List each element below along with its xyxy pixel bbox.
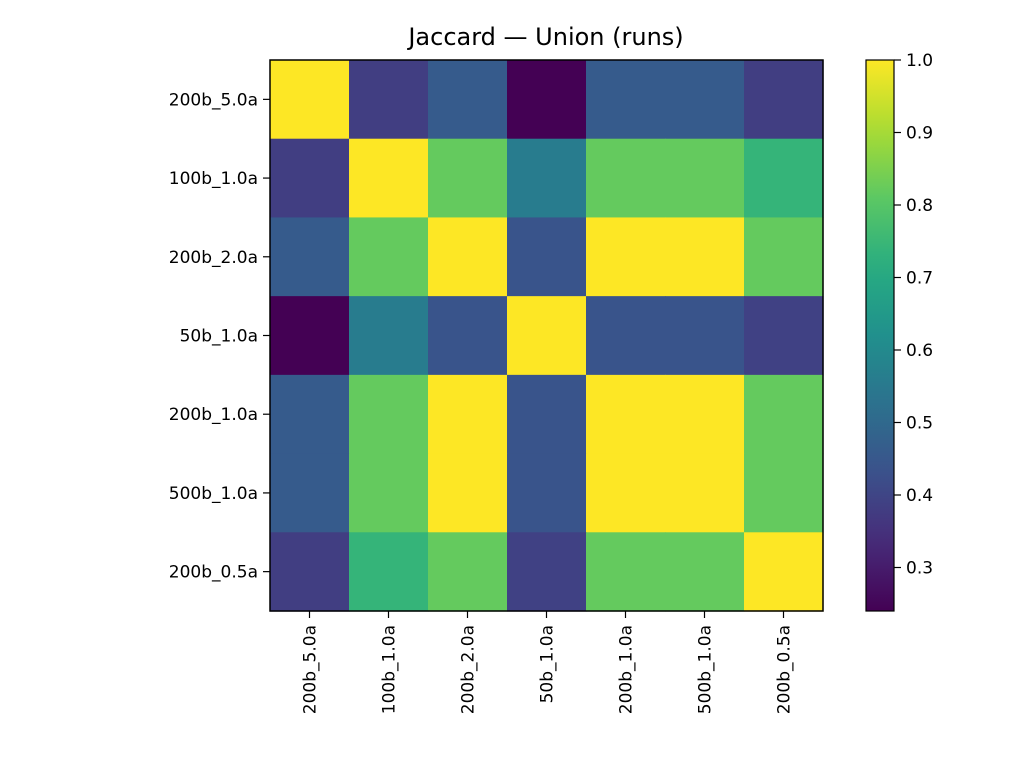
heatmap-cell [507,60,587,140]
heatmap-cell [428,138,508,219]
colorbar-tick-label: 0.7 [906,269,933,289]
colorbar-ticks: 0.3 0.4 0.5 0.6 0.7 0.8 0.9 1.0 [894,51,933,579]
heatmap-cell [428,532,508,612]
heatmap-cell [349,532,429,612]
heatmap-cell [428,296,508,376]
colorbar-tick-label: 0.5 [906,414,933,434]
chart-title: Jaccard — Union (runs) [406,23,683,51]
heatmap-cell [349,296,429,376]
heatmap-cell [349,374,429,455]
heatmap-cell [349,138,429,219]
heatmap-cell [744,60,824,140]
x-tick-label: 500b_1.0a [696,625,716,714]
heatmap-cell [270,374,350,455]
heatmap-cell [586,217,666,297]
y-axis-ticks: 200b_5.0a 100b_1.0a 200b_2.0a 50b_1.0a 200b_… [169,90,270,583]
y-tick-label: 500b_1.0a [169,484,258,504]
colorbar-tick-label: 0.4 [906,486,933,506]
heatmap-cell [428,453,508,533]
heatmap-cell [665,217,745,297]
heatmap-cell [586,532,666,612]
heatmap-cell [586,296,666,376]
heatmap-cell [349,60,429,140]
heatmap-cell [270,60,350,140]
heatmap-cell [507,217,587,297]
heatmap-cells [270,60,824,612]
heatmap-cell [270,532,350,612]
y-tick-label: 200b_1.0a [169,405,258,425]
heatmap-cell [586,374,666,455]
heatmap-cell [665,532,745,612]
heatmap-cell [270,296,350,376]
colorbar-tick-label: 0.6 [906,341,933,361]
heatmap-cell [744,374,824,455]
heatmap-cell [507,374,587,455]
heatmap-cell [586,60,666,140]
heatmap-cell [744,217,824,297]
heatmap-cell [349,453,429,533]
heatmap-cell [507,532,587,612]
heatmap-cell [270,138,350,219]
x-tick-label: 200b_0.5a [775,625,795,714]
heatmap-cell [507,296,587,376]
y-tick-label: 200b_0.5a [169,563,258,583]
heatmap-cell [665,453,745,533]
heatmap-cell [665,296,745,376]
heatmap-cell [428,217,508,297]
heatmap-cell [270,217,350,297]
heatmap-cell [744,453,824,533]
colorbar [865,59,895,612]
y-tick-label: 200b_2.0a [169,248,258,268]
y-tick-label: 100b_1.0a [169,169,258,189]
heatmap-cell [744,532,824,612]
colorbar-tick-label: 0.8 [906,196,933,216]
x-tick-label: 200b_1.0a [617,625,637,714]
x-tick-label: 200b_2.0a [459,625,479,714]
heatmap-cell [665,138,745,219]
x-tick-label: 50b_1.0a [538,625,558,703]
x-axis-ticks: 200b_5.0a 100b_1.0a 200b_2.0a 50b_1.0a 200b_… [301,611,795,714]
x-tick-label: 100b_1.0a [380,625,400,714]
heatmap-cell [507,453,587,533]
heatmap-cell [586,453,666,533]
heatmap-cell [270,453,350,533]
colorbar-tick-label: 0.3 [906,559,933,579]
heatmap-cell [665,60,745,140]
heatmap-cell [744,296,824,376]
colorbar-tick-label: 1.0 [906,51,933,71]
heatmap-cell [586,138,666,219]
x-tick-label: 200b_5.0a [301,625,321,714]
heatmap-cell [428,60,508,140]
heatmap-cell [428,374,508,455]
heatmap-cell [744,138,824,219]
heatmap-cell [349,217,429,297]
heatmap-cell [665,374,745,455]
heatmap-cell [507,138,587,219]
y-tick-label: 50b_1.0a [180,327,258,347]
y-tick-label: 200b_5.0a [169,90,258,110]
colorbar-tick-label: 0.9 [906,124,933,144]
